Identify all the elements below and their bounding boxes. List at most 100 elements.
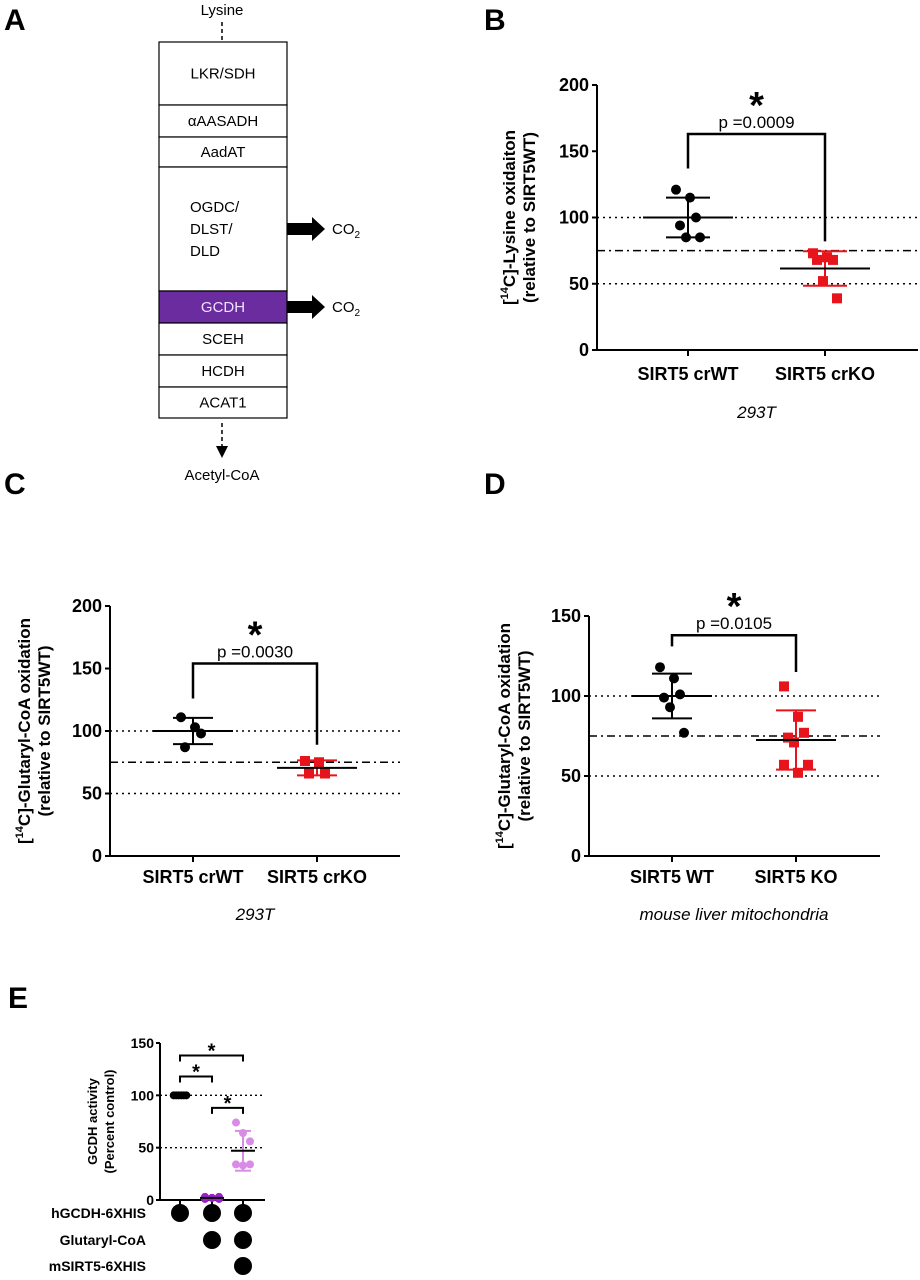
significance-star: * (192, 1061, 200, 1083)
y-tick-label: 150 (72, 659, 102, 679)
chart-d-glutaryl-coa-oxidation-mouse-liver: 0 50 100 150 SIRT5 WT SIRT5 KO mouse liver mit… (494, 586, 880, 924)
data-point (659, 692, 669, 703)
pathway-start-label: Lysine (201, 2, 244, 19)
panel-letter-d: D (484, 468, 506, 501)
y-tick-label: 50 (561, 766, 581, 786)
data-point (655, 662, 665, 673)
p-value-label: p =0.0009 (718, 113, 794, 132)
pathway-step-label: ACAT1 (199, 395, 246, 412)
data-point (246, 1160, 254, 1169)
significance-star: * (248, 615, 263, 657)
pathway-step-label: DLST/ (190, 221, 233, 238)
x-axis-title: 293T (736, 403, 777, 422)
y-tick-label: 100 (72, 721, 102, 741)
panel-letter-b: B (484, 4, 506, 37)
data-point (803, 759, 813, 770)
y-axis-title-bracket: [ (500, 299, 519, 305)
p-value-label: p =0.0105 (696, 614, 772, 633)
x-category-label: SIRT5 KO (754, 867, 837, 887)
data-point (828, 254, 838, 265)
condition-present-dot (203, 1204, 221, 1222)
y-axis-title-superscript: 14 (14, 825, 26, 838)
x-category-label: SIRT5 crWT (637, 364, 738, 384)
panel-letter-c: C (4, 468, 26, 501)
y-tick-label: 200 (559, 75, 589, 95)
x-category-label: SIRT5 crKO (267, 867, 367, 887)
co2-release-arrow-icon (287, 217, 325, 241)
panel-letter-a: A (4, 4, 26, 37)
x-axis-title: 293T (235, 905, 276, 924)
y-axis-title-text: C]-Lysine oxidaiton (500, 130, 519, 287)
y-tick-label: 150 (551, 606, 581, 626)
y-axis-title-bracket: [ (15, 838, 34, 844)
pathway-step-box-acat1 (158, 386, 288, 419)
significance-star: * (749, 85, 764, 127)
data-point (679, 727, 689, 738)
pathway-end-label: Acetyl-CoA (184, 467, 259, 484)
x-axis-title: mouse liver mitochondria (640, 905, 829, 924)
data-point (783, 732, 793, 743)
y-tick-label: 0 (146, 1192, 154, 1208)
y-axis-title-superscript: 14 (494, 830, 506, 843)
y-axis-title-line1: [14C]-Lysine oxidaiton (499, 130, 519, 305)
data-point (789, 737, 799, 748)
pathway-step-label: DLD (190, 243, 220, 260)
y-tick-label: 100 (551, 686, 581, 706)
data-point (793, 711, 803, 722)
data-point (832, 293, 842, 304)
significance-bracket (179, 1075, 213, 1083)
data-point (232, 1118, 240, 1127)
pathway-step-label: HCDH (201, 363, 244, 380)
condition-present-dot (203, 1231, 221, 1249)
co2-label-main: CO (332, 221, 355, 238)
condition-row-label: Glutaryl-CoA (60, 1232, 146, 1248)
data-point (665, 702, 675, 713)
significance-bracket (686, 132, 827, 242)
y-tick-label: 50 (569, 274, 589, 294)
co2-label: CO2 (332, 299, 361, 319)
data-point (799, 727, 809, 738)
data-point (779, 759, 789, 770)
y-tick-label: 150 (559, 141, 589, 161)
p-value-label: p =0.0030 (217, 643, 293, 662)
y-axis-title-line2: (relative to SIRT5WT) (520, 132, 539, 303)
data-point (779, 681, 789, 692)
data-point (675, 689, 685, 700)
significance-bracket (179, 1054, 244, 1062)
y-tick-label: 200 (72, 596, 102, 616)
condition-row-label: hGCDH-6XHIS (51, 1205, 146, 1221)
data-point (304, 768, 314, 779)
data-point (314, 757, 324, 768)
data-point (232, 1160, 240, 1169)
chart-e-gcdh-activity: 0 50 100 150 GCDH activity (Percent control) *… (49, 1035, 265, 1275)
y-tick-label: 0 (571, 846, 581, 866)
lysine-pathway-diagram: Lysine LKR/SDH αAASADH AadAT OGDC/DLST/DLD C… (158, 2, 361, 484)
y-axis-title-text: C]-Glutaryl-CoA oxidation (495, 623, 514, 831)
condition-present-dot (171, 1204, 189, 1222)
y-axis-title-line2: (relative to SIRT5WT) (515, 651, 534, 822)
data-point (812, 254, 822, 265)
y-axis-title-superscript: 14 (499, 286, 511, 299)
pathway-step-label: OGDC/ (190, 199, 240, 216)
significance-bracket (211, 1106, 244, 1114)
pathway-step-label: LKR/SDH (190, 66, 255, 83)
data-point (675, 220, 685, 231)
co2-release-arrow-icon (287, 295, 325, 319)
pathway-step-box-aaasadh (158, 104, 288, 138)
co2-label-subscript: 2 (355, 308, 361, 319)
y-tick-label: 100 (131, 1087, 155, 1103)
y-axis-title-line2: (relative to SIRT5WT) (35, 646, 54, 817)
y-tick-label: 50 (138, 1140, 154, 1156)
y-axis-title-line1: [14C]-Glutaryl-CoA oxidation (14, 618, 34, 844)
condition-present-dot (234, 1204, 252, 1222)
pathway-step-label: SCEH (202, 331, 244, 348)
x-category-label: SIRT5 crKO (775, 364, 875, 384)
chart-c-glutaryl-coa-oxidation-293t: 0 50 100 150 200 SIRT5 crWT SIRT5 crKO 293T [14C… (14, 596, 400, 924)
co2-label-main: CO (332, 299, 355, 316)
pathway-step-label: AadAT (201, 144, 246, 161)
significance-star: * (208, 1041, 216, 1063)
co2-label-subscript: 2 (355, 230, 361, 241)
significance-star: * (224, 1093, 232, 1115)
